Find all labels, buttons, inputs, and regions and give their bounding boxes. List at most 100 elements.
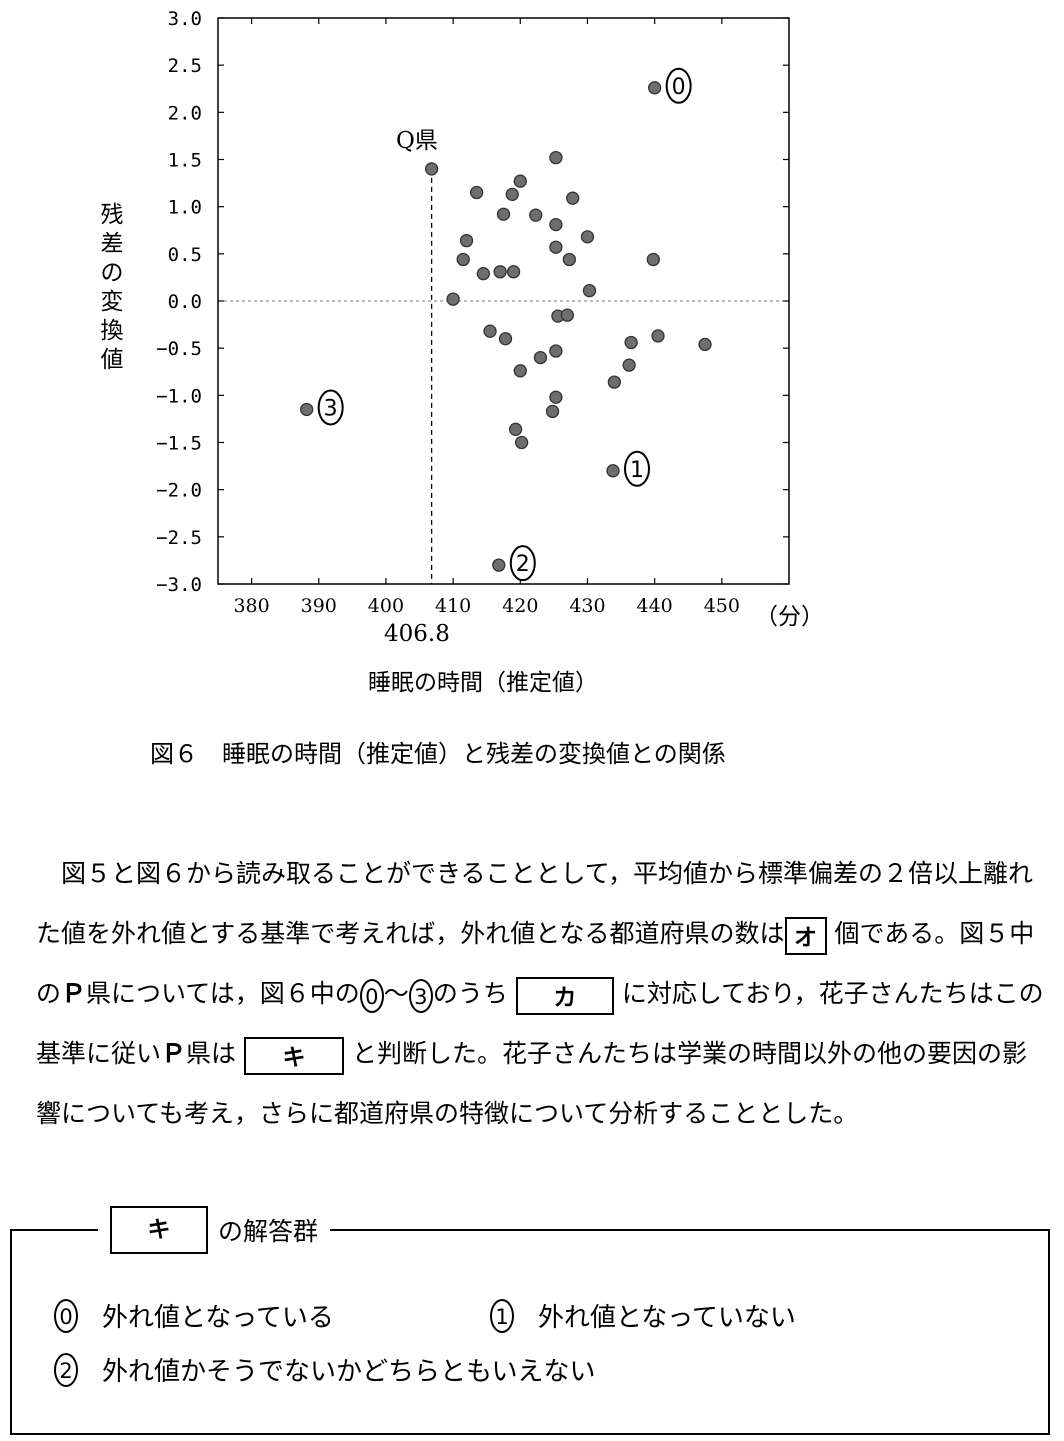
option-0[interactable]: 0 外れ値となっている	[54, 1297, 334, 1334]
chart-ticks: 3.0 2.5 2.0 1.5 1.0 0.5 0.0 −0.5 −1.0 −1.5 −2.0 −2.…	[156, 8, 789, 617]
marker-label: 2	[516, 552, 530, 577]
y-label-char: 換	[101, 318, 124, 344]
option-2[interactable]: 2 外れ値かそうでないかどちらともいえない	[54, 1351, 595, 1388]
data-point	[622, 358, 636, 372]
data-point	[549, 217, 563, 232]
data-point	[582, 283, 597, 298]
y-tick-label: −2.5	[156, 527, 202, 549]
option-1-num: 1	[490, 1298, 514, 1333]
answer-group-box: キ	[110, 1206, 208, 1254]
option-0-num: 0	[54, 1298, 78, 1333]
data-point	[549, 150, 563, 165]
marker-circle	[665, 67, 692, 104]
circle-3: 3	[408, 978, 433, 1013]
para-part2: 個である。図５中の	[36, 919, 1035, 1008]
data-point	[549, 390, 563, 404]
blank-ki[interactable]: キ	[244, 1036, 345, 1075]
x-tick-label: 450	[704, 595, 740, 617]
data-point	[493, 265, 507, 279]
option-0-text: 外れ値となっている	[102, 1303, 334, 1333]
y-tick-label: −2.0	[156, 480, 202, 502]
data-point	[483, 324, 497, 338]
circle-0: 0	[359, 978, 384, 1013]
option-1[interactable]: 1 外れ値となっていない	[490, 1297, 796, 1334]
y-tick-label: −0.5	[156, 338, 202, 360]
para-part5: に対応しており，花子さんたちはこの基準に従い	[36, 979, 1044, 1068]
marker-circle	[623, 450, 650, 487]
data-point	[549, 344, 563, 358]
y-tick-label: −3.0	[156, 574, 202, 596]
option-2-text: 外れ値かそうでないかどちらともいえない	[102, 1357, 596, 1387]
data-point	[492, 558, 506, 572]
data-point	[529, 208, 543, 222]
data-point	[646, 252, 660, 267]
option-1-text: 外れ値となっていない	[538, 1303, 796, 1333]
x-tick-label: 420	[502, 595, 538, 617]
data-point	[562, 252, 576, 267]
y-label-char: の	[101, 260, 124, 286]
y-label-char: 変	[101, 289, 124, 315]
option-2-num: 2	[54, 1352, 78, 1387]
answer-group-title: の解答群	[218, 1217, 319, 1246]
y-tick-label: −1.5	[156, 433, 202, 455]
data-point	[459, 233, 474, 248]
data-point	[514, 435, 529, 450]
x-tick-label: 410	[435, 595, 471, 617]
marker-circle	[317, 389, 344, 426]
data-point	[446, 292, 460, 306]
x-unit: （分）	[755, 604, 824, 630]
data-point	[469, 185, 484, 200]
blank-o[interactable]: オ	[784, 916, 827, 955]
data-point	[506, 265, 521, 279]
data-point	[498, 332, 513, 346]
para-part3: 県については，図６中の	[86, 979, 360, 1008]
q-label: Q県	[396, 128, 438, 154]
x-tick-label: 400	[368, 595, 404, 617]
para-part6: 県は	[186, 1039, 237, 1068]
marker-label: 3	[324, 396, 338, 421]
data-point	[508, 422, 523, 436]
question-paragraph: 図５と図６から読み取ることができることとして，平均値から標準偏差の２倍以上離れた…	[36, 844, 1052, 1144]
y-tick-label: 0.0	[168, 291, 202, 313]
x-tick-label: 380	[233, 595, 269, 617]
data-point	[513, 174, 527, 188]
q-xmark: 406.8	[384, 621, 450, 647]
chart-points	[300, 81, 712, 572]
y-tick-label: 1.5	[168, 150, 202, 172]
data-point	[698, 337, 712, 352]
data-point	[545, 404, 560, 419]
para-p2: Ｐ	[161, 1039, 187, 1068]
y-tick-label: 2.5	[168, 55, 202, 77]
y-tick-label: 3.0	[168, 8, 202, 30]
data-point	[533, 350, 548, 365]
data-point	[580, 230, 595, 244]
para-part7: と判断した。花子さんたちは学業の時間以外の他の要因の影響についても考え，さらに都…	[36, 1039, 1028, 1128]
figure-caption: 図６ 睡眠の時間（推定値）と残差の変換値との関係	[150, 740, 726, 768]
x-tick-label: 430	[569, 595, 605, 617]
chart-markers: 0 1 2 3	[317, 67, 692, 582]
blank-ka[interactable]: カ	[515, 976, 614, 1015]
data-point	[566, 191, 580, 205]
data-point	[300, 402, 314, 417]
data-point	[560, 308, 574, 322]
x-axis-label: 睡眠の時間（推定値）	[368, 670, 598, 696]
marker-label: 0	[672, 75, 686, 100]
y-tick-label: 1.0	[168, 197, 202, 219]
data-point	[505, 187, 519, 202]
data-point	[513, 364, 527, 378]
y-label-char: 残	[101, 202, 124, 228]
data-point	[624, 335, 638, 350]
para-p1: Ｐ	[61, 979, 87, 1008]
data-point	[607, 375, 621, 389]
data-point	[651, 329, 665, 343]
chart-axes	[217, 17, 790, 585]
para-tilde: ～	[383, 979, 409, 1008]
y-label-char: 差	[101, 231, 124, 257]
y-tick-label: −1.0	[156, 385, 202, 407]
y-axis-label: 残差の変換値	[101, 202, 124, 373]
para-part4: のうち	[432, 979, 508, 1008]
y-label-char: 値	[101, 347, 124, 373]
data-point	[606, 464, 620, 478]
x-tick-label: 440	[637, 595, 673, 617]
data-point	[647, 81, 662, 95]
